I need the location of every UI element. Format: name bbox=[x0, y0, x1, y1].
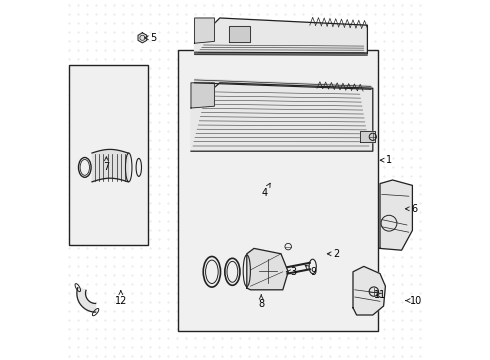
Polygon shape bbox=[380, 180, 413, 250]
Text: 10: 10 bbox=[406, 296, 422, 306]
Text: 12: 12 bbox=[115, 291, 127, 306]
Polygon shape bbox=[195, 79, 371, 89]
Text: 2: 2 bbox=[327, 249, 340, 259]
Polygon shape bbox=[138, 33, 147, 43]
Polygon shape bbox=[195, 18, 215, 43]
Text: 1: 1 bbox=[380, 155, 392, 165]
Text: 11: 11 bbox=[374, 290, 386, 300]
Polygon shape bbox=[247, 248, 288, 290]
Text: 8: 8 bbox=[258, 295, 264, 309]
Polygon shape bbox=[191, 83, 215, 108]
Polygon shape bbox=[353, 266, 386, 315]
Polygon shape bbox=[191, 83, 373, 151]
Polygon shape bbox=[360, 131, 374, 142]
Polygon shape bbox=[77, 288, 96, 312]
Text: 4: 4 bbox=[262, 183, 270, 198]
Text: 6: 6 bbox=[405, 204, 417, 214]
Text: 3: 3 bbox=[286, 267, 296, 277]
Polygon shape bbox=[195, 18, 368, 54]
Text: 7: 7 bbox=[103, 157, 110, 172]
Text: 5: 5 bbox=[145, 33, 156, 43]
Text: 9: 9 bbox=[305, 265, 317, 277]
Bar bbox=[69, 65, 148, 245]
Bar bbox=[178, 50, 378, 331]
Polygon shape bbox=[229, 26, 250, 42]
